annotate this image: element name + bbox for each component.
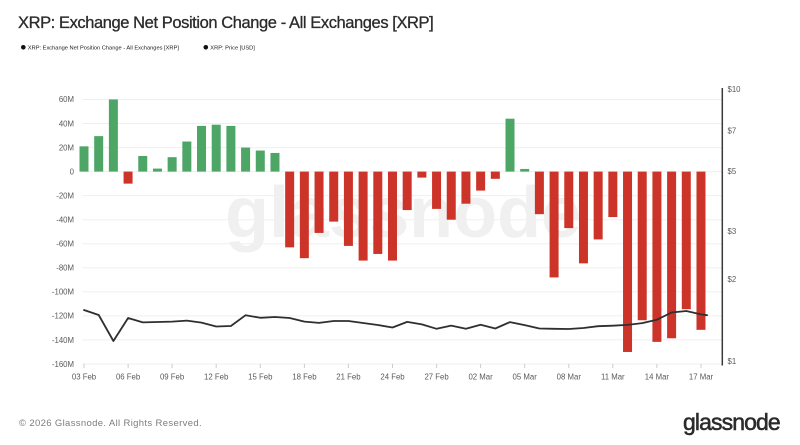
svg-text:$1: $1 xyxy=(728,357,737,366)
svg-text:18 Feb: 18 Feb xyxy=(292,373,317,382)
svg-text:17 Mar: 17 Mar xyxy=(689,373,714,382)
svg-text:60M: 60M xyxy=(59,95,74,104)
svg-text:$5: $5 xyxy=(728,167,737,176)
svg-text:24 Feb: 24 Feb xyxy=(380,373,405,382)
svg-text:27 Feb: 27 Feb xyxy=(424,373,449,382)
svg-text:$10: $10 xyxy=(728,85,742,94)
svg-text:12 Feb: 12 Feb xyxy=(204,373,229,382)
svg-text:XRP: Price [USD]: XRP: Price [USD] xyxy=(210,45,255,51)
svg-text:14 Mar: 14 Mar xyxy=(645,373,670,382)
svg-text:40M: 40M xyxy=(59,119,74,128)
svg-text:0: 0 xyxy=(70,167,75,176)
svg-text:$2: $2 xyxy=(728,275,737,284)
svg-text:-60M: -60M xyxy=(56,240,74,249)
svg-text:-80M: -80M xyxy=(56,264,74,273)
svg-text:09 Feb: 09 Feb xyxy=(160,373,185,382)
svg-text:08 Mar: 08 Mar xyxy=(557,373,582,382)
svg-text:21 Feb: 21 Feb xyxy=(336,373,361,382)
svg-text:03 Feb: 03 Feb xyxy=(72,373,97,382)
svg-text:-20M: -20M xyxy=(56,191,74,200)
svg-text:XRP: Exchange Net Position Cha: XRP: Exchange Net Position Change - All … xyxy=(28,45,180,51)
svg-text:11 Mar: 11 Mar xyxy=(601,373,625,382)
svg-text:06 Feb: 06 Feb xyxy=(116,373,141,382)
svg-text:-140M: -140M xyxy=(52,336,74,345)
svg-text:-100M: -100M xyxy=(52,288,74,297)
svg-text:-160M: -160M xyxy=(52,360,74,369)
svg-text:02 Mar: 02 Mar xyxy=(468,373,493,382)
svg-text:-40M: -40M xyxy=(56,216,74,225)
svg-text:20M: 20M xyxy=(59,143,74,152)
svg-text:05 Mar: 05 Mar xyxy=(513,373,538,382)
svg-text:$7: $7 xyxy=(728,127,737,136)
svg-text:-120M: -120M xyxy=(52,312,74,321)
svg-text:$3: $3 xyxy=(728,227,737,236)
svg-text:15 Feb: 15 Feb xyxy=(248,373,273,382)
